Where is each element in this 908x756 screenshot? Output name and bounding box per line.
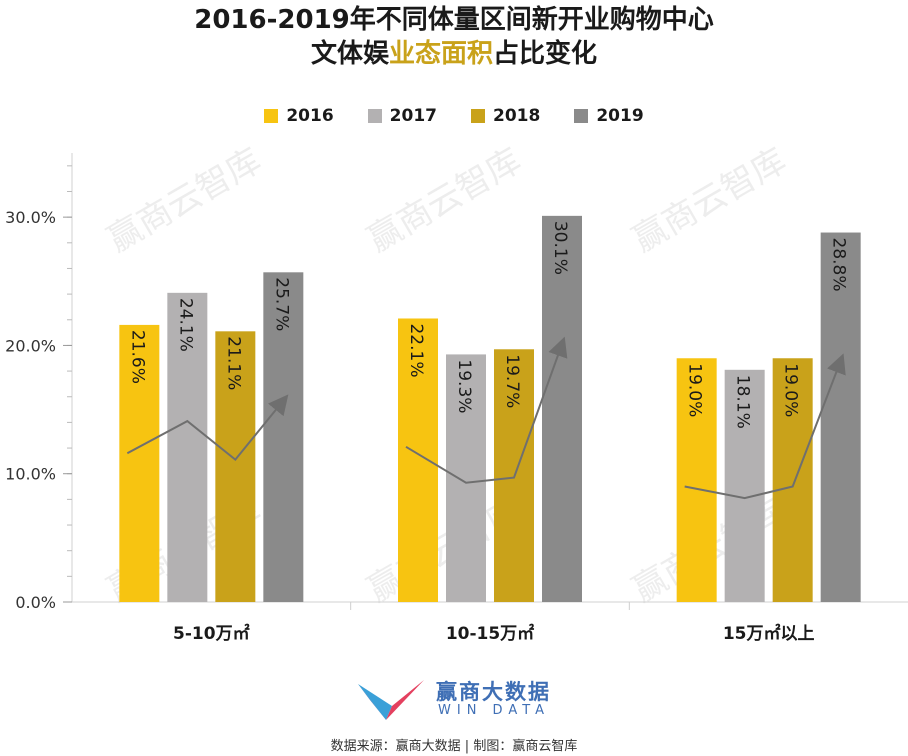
title-prefix: 文体娱 — [310, 39, 389, 69]
bar — [676, 358, 717, 602]
bar — [215, 331, 256, 602]
watermark-0: 赢商云智库 — [101, 141, 268, 261]
legend-label-2019: 2019 — [596, 106, 644, 126]
y-tick-label: 10.0% — [5, 465, 56, 484]
y-tick-label: 30.0% — [5, 208, 56, 227]
trend-arrow — [405, 336, 568, 484]
legend: 2016 2017 2018 2019 — [0, 106, 908, 126]
logo-name: 赢商大数据 — [436, 680, 551, 704]
data-label: 21.6% — [127, 330, 147, 384]
legend-item-2019: 2019 — [574, 106, 644, 126]
trend-arrow — [126, 394, 289, 462]
legend-item-2016: 2016 — [264, 106, 334, 126]
win-data-logo-mark — [358, 680, 424, 720]
x-category-label: 5-10万㎡ — [173, 623, 250, 644]
data-label: 24.1% — [175, 298, 195, 352]
data-label: 19.0% — [685, 363, 705, 417]
watermark-1: 赢商云智库 — [361, 141, 528, 261]
bar — [820, 232, 861, 602]
legend-label-2017: 2017 — [389, 106, 437, 126]
legend-label-2018: 2018 — [493, 106, 541, 126]
logo-sub: WIN DATA — [438, 703, 551, 718]
data-label: 22.1% — [406, 323, 426, 377]
y-tick-label: 20.0% — [5, 336, 56, 355]
legend-swatch-2019 — [574, 109, 589, 123]
title-suffix: 占比变化 — [493, 39, 598, 69]
data-label: 18.1% — [733, 375, 753, 429]
legend-item-2017: 2017 — [367, 106, 437, 126]
bar — [119, 324, 160, 602]
legend-swatch-2016 — [264, 109, 279, 123]
y-tick-label: 0.0% — [15, 593, 56, 612]
legend-swatch-2017 — [367, 109, 382, 123]
data-label: 25.7% — [271, 277, 291, 331]
data-label: 28.8% — [829, 238, 849, 292]
data-label: 19.7% — [502, 354, 522, 408]
bar — [263, 272, 304, 602]
bar — [772, 358, 813, 602]
watermark-2: 赢商云智库 — [626, 141, 793, 261]
chart-title-line1: 2016-2019年不同体量区间新开业购物中心 — [194, 5, 714, 35]
chart-title-line2: 文体娱业态面积占比变化 — [0, 38, 908, 70]
bar — [724, 369, 765, 602]
x-category-label: 10-15万㎡ — [446, 623, 534, 644]
chart-plot: 赢商云智库赢商云智库赢商云智库赢商云智库赢商云智库赢商云智库0.0%10.0%2… — [5, 141, 908, 644]
legend-swatch-2018 — [471, 109, 485, 123]
x-category-label: 15万㎡以上 — [723, 623, 815, 644]
bar — [398, 318, 438, 602]
data-label: 30.1% — [550, 221, 570, 275]
bar — [542, 215, 582, 603]
bar — [167, 292, 208, 602]
win-data-logo: 赢商大数据 WIN DATA — [356, 676, 586, 722]
source-footer: 数据来源：赢商大数据 | 制图：赢商云智库 — [330, 739, 578, 754]
bar — [446, 354, 486, 602]
legend-label-2016: 2016 — [286, 106, 334, 126]
data-label: 21.1% — [223, 336, 243, 390]
trend-arrow — [684, 353, 846, 500]
data-label: 19.0% — [781, 363, 801, 417]
title-highlight: 业态面积 — [388, 39, 493, 69]
data-label: 19.3% — [454, 359, 474, 413]
legend-item-2018: 2018 — [471, 106, 540, 126]
